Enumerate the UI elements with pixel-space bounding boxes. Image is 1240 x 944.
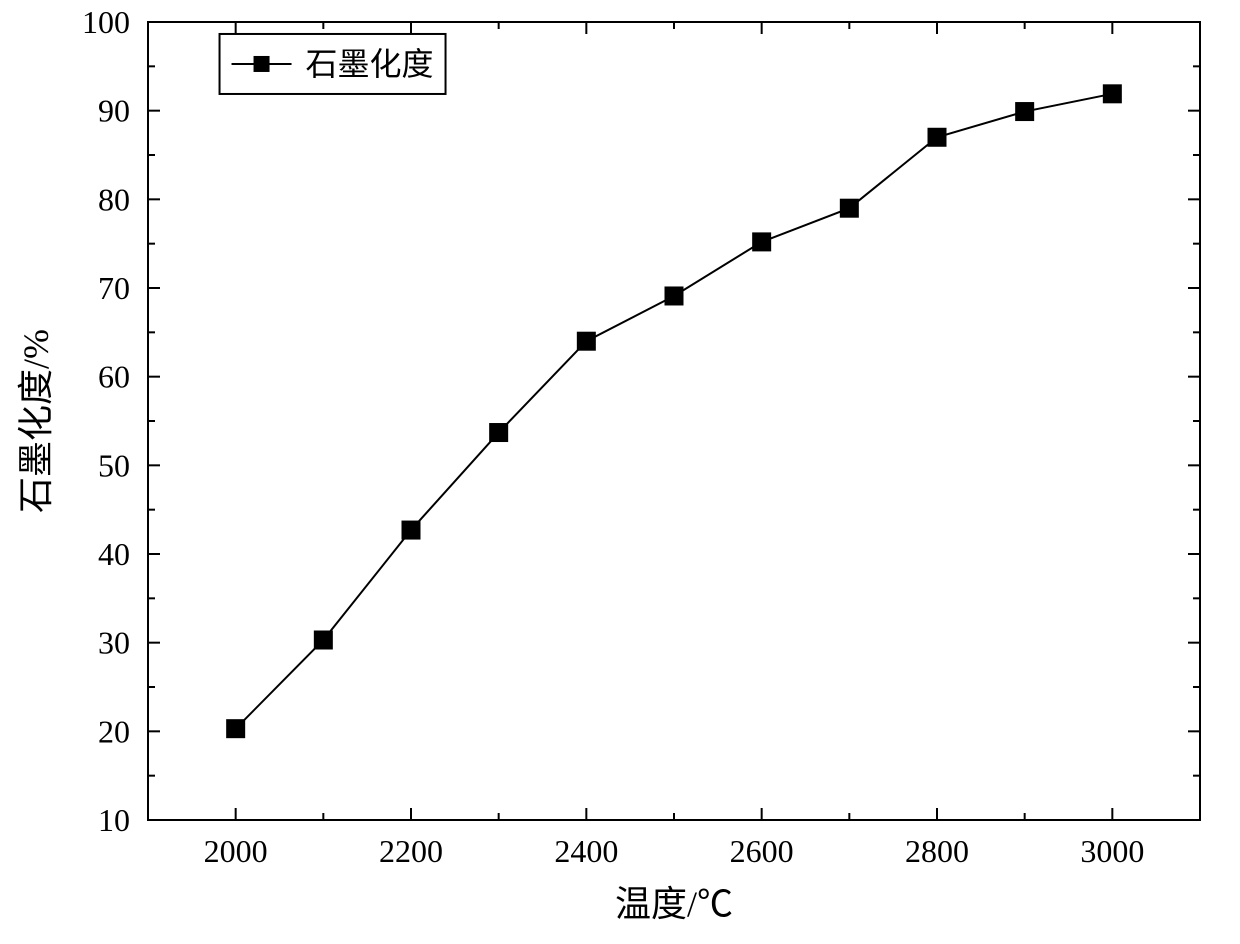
- y-tick-label: 50: [98, 447, 130, 483]
- series-marker: [1016, 103, 1034, 121]
- y-axis-title: 石墨化度/%: [16, 329, 56, 513]
- x-tick-label: 2200: [379, 833, 443, 869]
- y-tick-label: 30: [98, 625, 130, 661]
- y-tick-label: 10: [98, 802, 130, 838]
- series-marker: [1103, 85, 1121, 103]
- x-tick-label: 2000: [204, 833, 268, 869]
- series-marker: [402, 521, 420, 539]
- series-marker: [928, 128, 946, 146]
- chart-svg: 2000 2200 2400 2600 2800 3000 温度/℃ 10 20 30 40 50 60…: [0, 0, 1240, 944]
- y-tick-label: 60: [98, 359, 130, 395]
- y-tick-label: 100: [82, 4, 130, 40]
- y-tick-label: 80: [98, 181, 130, 217]
- chart-container: 2000 2200 2400 2600 2800 3000 温度/℃ 10 20 30 40 50 60…: [0, 0, 1240, 944]
- series-marker: [665, 287, 683, 305]
- x-axis-title: 温度/℃: [615, 884, 733, 924]
- series-marker: [840, 199, 858, 217]
- series-marker: [753, 233, 771, 251]
- series-marker: [490, 424, 508, 442]
- y-tick-label: 70: [98, 270, 130, 306]
- series-marker: [227, 720, 245, 738]
- x-tick-label: 3000: [1080, 833, 1144, 869]
- x-tick-label: 2400: [554, 833, 618, 869]
- legend: 石墨化度: [220, 34, 446, 94]
- legend-label: 石墨化度: [306, 46, 434, 82]
- x-tick-label: 2600: [730, 833, 794, 869]
- series-marker: [314, 631, 332, 649]
- x-tick-label: 2800: [905, 833, 969, 869]
- y-tick-label: 40: [98, 536, 130, 572]
- y-tick-label: 20: [98, 713, 130, 749]
- series-marker: [577, 332, 595, 350]
- y-tick-label: 90: [98, 93, 130, 129]
